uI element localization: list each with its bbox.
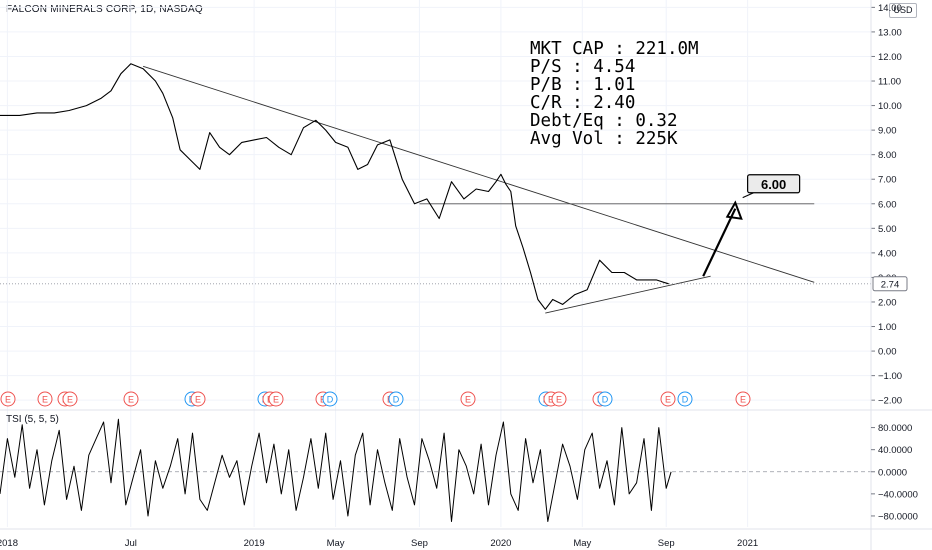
tsi-tick-label: −80.0000: [878, 511, 918, 522]
dividend-event-letter: D: [682, 394, 689, 404]
tsi-series-line: [0, 418, 672, 522]
price-tick-label: 9.00: [878, 126, 897, 137]
tsi-tick-label: 80.0000: [878, 423, 912, 434]
stat-current-ratio: C/R : 2.40: [530, 93, 636, 113]
price-series-layer: [0, 63, 669, 310]
target-callout-box: [747, 174, 801, 194]
annotations-layer: 6.00: [702, 174, 801, 277]
fundamentals-panel: MKT CAP : 221.0M P/S : 4.54 P/B : 1.01 C…: [530, 40, 699, 148]
earnings-event-marker: [37, 391, 53, 407]
trendline-layer: [0, 65, 871, 314]
price-tick-label: 7.00: [878, 175, 897, 186]
dividend-event-marker: [677, 391, 693, 407]
target-callout-label: 6.00: [761, 177, 786, 192]
earnings-event-letter: E: [128, 394, 134, 404]
earnings-event-marker: [735, 391, 751, 407]
time-tick-label: Jul: [125, 538, 137, 549]
dividend-event-letter: D: [393, 394, 400, 404]
last-price-badge-label: 2.74: [881, 279, 900, 290]
dividend-event-marker: [388, 391, 404, 407]
time-axis: 2018 Jul 2019 May Sep 2020 May Sep 2021: [0, 538, 758, 549]
earnings-event-marker: [460, 391, 476, 407]
currency-badge[interactable]: USD: [889, 3, 917, 18]
time-tick-label: 2021: [737, 538, 758, 549]
price-tick-label: 4.00: [878, 248, 897, 259]
target-arrow-head: [725, 200, 743, 220]
time-tick-label: May: [327, 538, 345, 549]
earnings-event-letter: E: [665, 394, 671, 404]
price-tick-label: 14.00: [878, 3, 902, 14]
grid-layer: [0, 0, 932, 530]
earnings-event-marker: [660, 391, 676, 407]
earnings-event-letter: E: [740, 394, 746, 404]
dividend-event-marker: [322, 391, 338, 407]
price-tick-label: 6.00: [878, 199, 897, 210]
earnings-event-letter: E: [42, 394, 48, 404]
price-tick-label: 5.00: [878, 224, 897, 235]
time-tick-label: 2018: [0, 538, 18, 549]
price-tick-label: −1.00: [878, 371, 902, 382]
target-arrow-shaft: [702, 208, 737, 277]
stat-avg-volume: Avg Vol : 225K: [530, 129, 678, 149]
earnings-event-letter: E: [556, 394, 562, 404]
price-tick-label: 1.00: [878, 322, 897, 333]
time-tick-label: Sep: [658, 538, 675, 549]
tsi-tick-label: 0.0000: [878, 467, 907, 478]
earnings-event-marker: [0, 391, 16, 407]
earnings-event-letter: E: [67, 394, 73, 404]
earnings-event-letter: E: [5, 394, 11, 404]
target-callout-pointer: [742, 192, 754, 199]
earnings-event-marker: [268, 391, 284, 407]
time-tick-label: May: [573, 538, 591, 549]
price-tick-label: 0.00: [878, 347, 897, 358]
price-tick-label: 10.00: [878, 101, 902, 112]
earnings-event-letter: E: [195, 394, 201, 404]
price-tick-label: −2.00: [878, 396, 902, 407]
stat-debt-to-equity: Debt/Eq : 0.32: [530, 111, 678, 131]
price-series-line: [0, 63, 669, 310]
stat-price-to-sales: P/S : 4.54: [530, 57, 636, 77]
tsi-tick-label: 40.0000: [878, 445, 912, 456]
tsi-indicator-label[interactable]: TSI (5, 5, 5): [6, 414, 59, 425]
price-tick-label: 11.00: [878, 77, 901, 88]
earnings-event-marker: [123, 391, 139, 407]
time-tick-label: 2019: [244, 538, 265, 549]
ascending-support-line: [545, 275, 711, 314]
earnings-event-marker: [190, 391, 206, 407]
price-tick-label: 12.00: [878, 52, 902, 63]
last-price-badge: [872, 276, 908, 292]
dividend-event-letter: D: [327, 394, 334, 404]
price-tick-label: 13.00: [878, 27, 902, 38]
price-axis: 14.00 13.00 12.00 11.00 10.00 9.00 8.00 7.00 6.0…: [870, 0, 908, 550]
stat-market-cap: MKT CAP : 221.0M: [530, 39, 699, 59]
price-tick-label: 2.00: [878, 297, 897, 308]
chart-title: FALCON MINERALS CORP, 1D, NASDAQ: [6, 4, 203, 15]
tsi-tick-label: −40.0000: [878, 489, 918, 500]
dividend-event-marker: [597, 391, 613, 407]
earnings-event-letter: E: [465, 394, 471, 404]
earnings-event-marker: [62, 391, 78, 407]
tsi-axis: 80.0000 40.0000 0.0000 −40.0000 −80.0000: [871, 423, 918, 522]
earnings-event-marker: [551, 391, 567, 407]
earnings-event-letter: E: [273, 394, 279, 404]
dividend-event-letter: D: [602, 394, 609, 404]
time-tick-label: Sep: [411, 538, 428, 549]
earnings-event-letter: E: [548, 394, 554, 404]
descending-trendline: [142, 65, 815, 283]
price-tick-label: 8.00: [878, 150, 897, 161]
stat-price-to-book: P/B : 1.01: [530, 75, 636, 95]
time-tick-label: 2020: [490, 538, 511, 549]
event-markers-layer: EEEEEDEDEEEDEDEDEEEDEDE: [0, 391, 751, 407]
tsi-series-layer: [0, 418, 871, 522]
